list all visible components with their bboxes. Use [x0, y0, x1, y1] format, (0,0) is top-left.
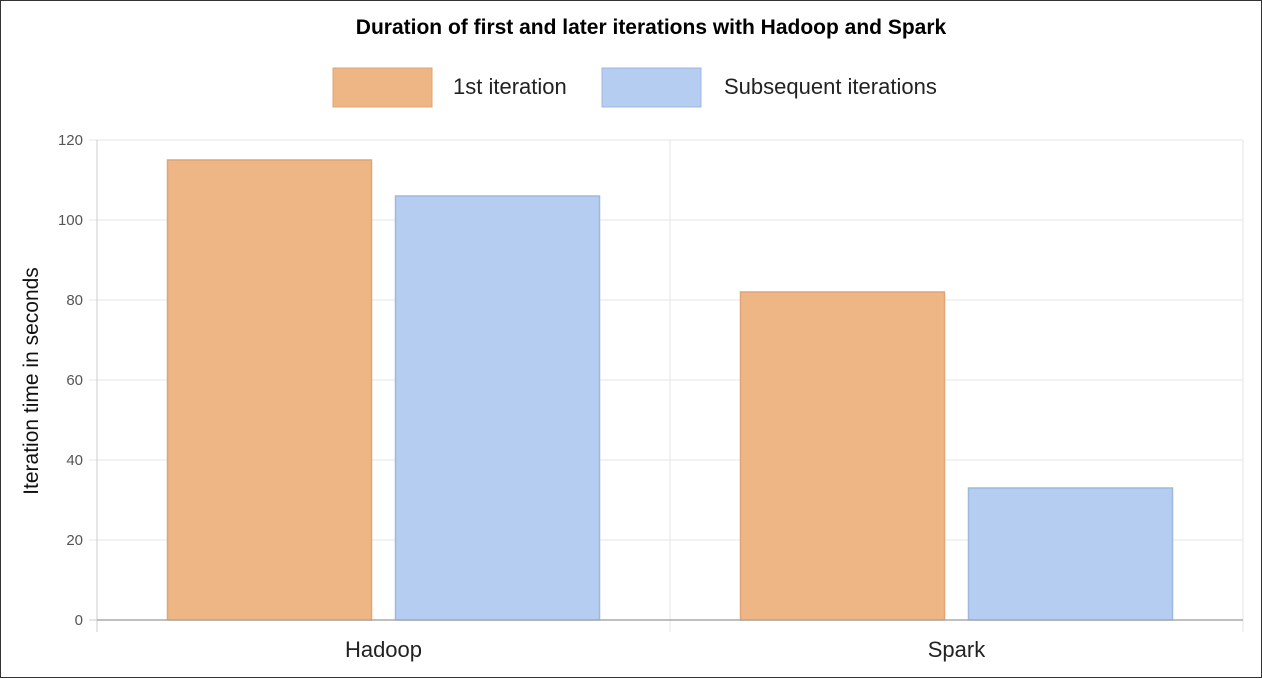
y-tick-label-100: 100	[58, 212, 83, 229]
legend-swatch-first-iteration	[332, 67, 433, 108]
legend-label-subsequent-iterations: Subsequent iterations	[724, 74, 937, 99]
bar-hadoop-subsequent-iterations	[394, 195, 601, 621]
legend-swatch-subsequent-iterations	[601, 67, 702, 108]
x-category-label-spark: Spark	[928, 637, 986, 662]
y-tick-label-40: 40	[66, 452, 83, 469]
chart-title: Duration of first and later iterations w…	[356, 16, 947, 39]
y-axis-title: Iteration time in seconds	[20, 267, 43, 495]
legend-label-first-iteration: 1st iteration	[453, 74, 567, 99]
y-tick-label-80: 80	[66, 292, 83, 309]
legend-item-first-iteration[interactable]: 1st iteration	[332, 67, 567, 108]
y-tick-label-60: 60	[66, 372, 83, 389]
bar-hadoop-1st-iteration	[166, 159, 373, 621]
x-category-label-hadoop: Hadoop	[345, 637, 422, 662]
bar-spark-subsequent-iterations	[967, 487, 1174, 621]
axes	[96, 140, 1243, 632]
bar-spark-1st-iteration	[739, 291, 946, 621]
legend-item-subsequent-iterations[interactable]: Subsequent iterations	[601, 67, 937, 108]
legend: 1st iteration Subsequent iterations	[332, 67, 937, 108]
y-tick-label-20: 20	[66, 532, 83, 549]
y-tick-label-120: 120	[58, 132, 83, 149]
y-tick-label-0: 0	[75, 612, 83, 629]
y-tick-labels: 0 20 40 60 80 100 120	[58, 132, 83, 629]
x-category-labels: Hadoop Spark	[345, 637, 986, 662]
